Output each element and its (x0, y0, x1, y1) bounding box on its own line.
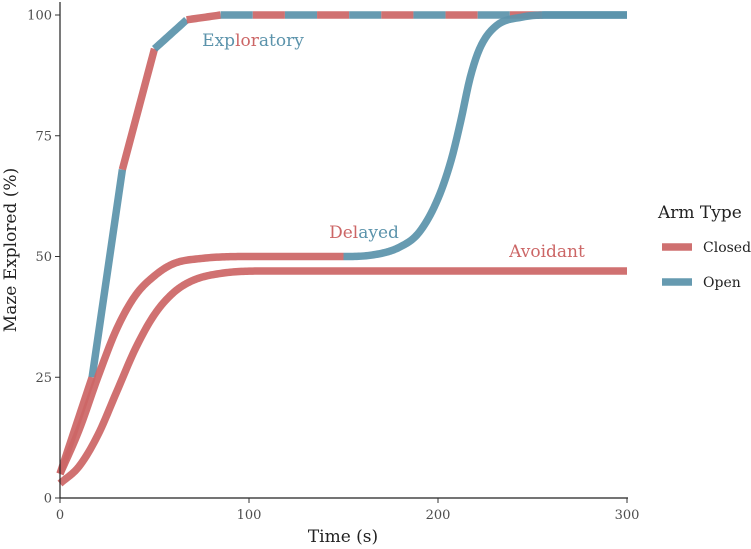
x-axis-title: Time (s) (308, 527, 378, 547)
series-annotation-avoidant: Avoidant (508, 242, 585, 262)
series-segment-open (88, 169, 127, 378)
annotations: Exploratory Delayed Avoidant (202, 31, 585, 262)
series-avoidant (57, 267, 629, 487)
x-tick-label: 100 (237, 508, 262, 523)
annotation-part: ayed (358, 223, 399, 243)
series-exploratory (56, 11, 629, 476)
series-segment-closed (57, 267, 629, 487)
series-annotation-exploratory: Exploratory (202, 31, 304, 51)
ticks: 0 100 200 300 0 25 50 75 100 (27, 9, 639, 524)
axes (59, 2, 628, 499)
series-annotation-delayed: Delayed (329, 223, 399, 243)
annotation-part: Del (329, 223, 358, 243)
series-segment-open (151, 17, 190, 52)
series-segment-closed (118, 47, 159, 171)
annotation-part: Exp (202, 31, 235, 51)
series-segment-closed (184, 11, 223, 24)
x-tick-label: 200 (426, 508, 451, 523)
y-tick-label: 50 (35, 250, 52, 265)
legend-entries: Closed Open (662, 240, 751, 291)
y-tick-label: 25 (35, 371, 52, 386)
y-tick-label: 0 (44, 492, 52, 507)
annotation-part: Avoidant (508, 242, 585, 262)
annotation-part: atory (259, 31, 304, 51)
series-delayed (56, 11, 629, 476)
y-tick-label: 75 (35, 129, 52, 144)
x-tick-label: 300 (615, 508, 640, 523)
legend-label-closed: Closed (703, 240, 751, 256)
legend-label-open: Open (703, 275, 741, 291)
y-tick-label: 100 (27, 9, 52, 24)
series-layer (56, 11, 629, 487)
legend: Arm Type Closed Open (657, 203, 751, 291)
y-axis-title: Maze Explored (%) (1, 168, 21, 332)
annotation-part: lor (235, 31, 260, 51)
x-tick-label: 0 (56, 508, 64, 523)
series-segment-closed (56, 252, 346, 476)
series-segment-open (341, 11, 629, 261)
legend-title: Arm Type (657, 203, 742, 223)
